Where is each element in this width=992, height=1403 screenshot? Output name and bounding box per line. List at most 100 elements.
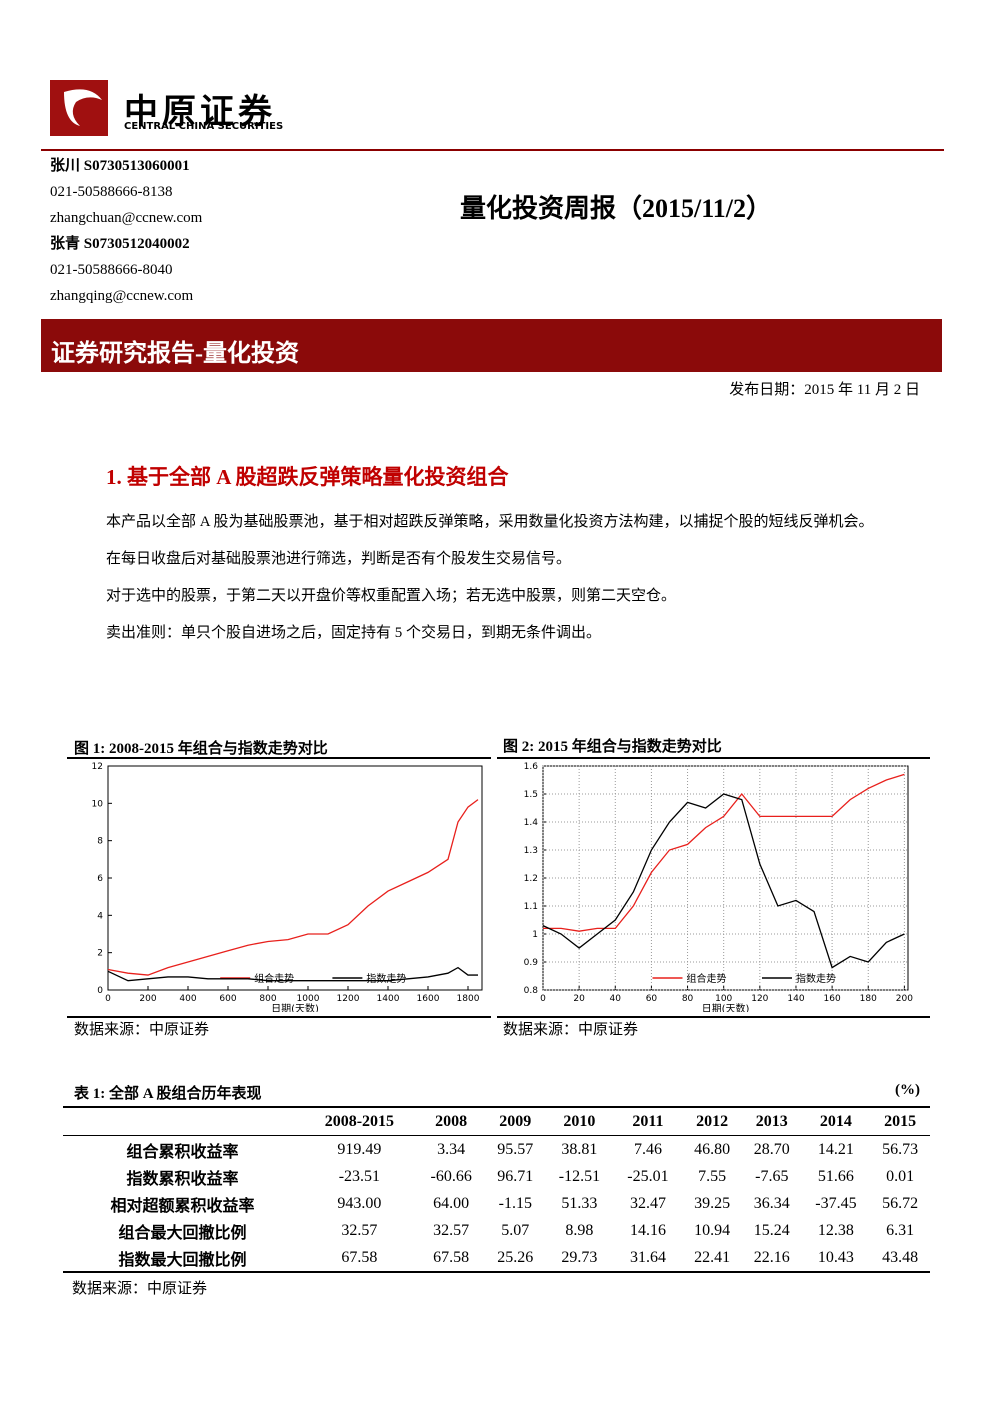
y-tick-label: 12 <box>92 762 103 772</box>
table-cell: 7.46 <box>633 1140 662 1158</box>
table-cell: -25.01 <box>627 1167 669 1185</box>
table-cell: 2008-2015 <box>324 1112 395 1130</box>
table-cell: 7.55 <box>698 1167 727 1185</box>
authors: 张川 S0730513060001 021-50588666-8138 zhan… <box>50 153 202 309</box>
section-heading: 1. 基于全部 A 股超跌反弹策略量化投资组合 <box>106 465 509 489</box>
author-name: 张青 S0730512040002 <box>50 236 190 252</box>
legend-label: 组合走势 <box>687 972 727 985</box>
chart: 0 2 4 6 8 10 12 0 200 400 600 800 1000 1200 1400 1600 18… <box>92 762 483 1012</box>
table-cell: 28.70 <box>753 1140 790 1158</box>
banner-text: 证券研究报告-量化投资 <box>51 341 299 367</box>
table-cell: 10.43 <box>817 1248 854 1266</box>
table-cell: 2015 <box>884 1112 917 1130</box>
table-cell: 64.00 <box>433 1194 470 1212</box>
table-row: 组合最大回撤比例 32.57 32.57 5.07 8.98 14.16 10.94 15.2… <box>63 1217 930 1244</box>
x-tick-label: 1800 <box>457 994 480 1004</box>
body: 本产品以全部 A 股为基础股票池，基于相对超跌反弹策略，采用数量化投资方法构建，… <box>70 506 926 650</box>
table-cell: 95.57 <box>497 1140 534 1158</box>
table-cell: 2010 <box>563 1112 596 1130</box>
x-tick-label: 200 <box>896 994 913 1004</box>
table-cell <box>63 1107 302 1136</box>
table-cell: 56.73 <box>882 1140 919 1158</box>
table-cell: -23.51 <box>338 1167 381 1185</box>
x-tick-label: 140 <box>787 994 804 1004</box>
x-tick-label: 400 <box>179 994 196 1004</box>
table-cell: 943.00 <box>337 1194 382 1212</box>
x-tick-label: 120 <box>751 994 768 1004</box>
table-cell: 指数最大回撤比例 <box>118 1251 247 1269</box>
table-cell: 14.16 <box>629 1221 666 1239</box>
table-row: 相对超额累积收益率 943.00 64.00 -1.15 51.33 32.47 39.25… <box>63 1190 930 1217</box>
table-source: 数据来源：中原证券 <box>72 1281 208 1297</box>
paragraph: 在每日收盘后对基础股票池进行筛选，判断是否有个股发生交易信号。 <box>106 551 572 567</box>
x-tick-label: 600 <box>219 994 236 1004</box>
table-unit: (%) <box>895 1082 920 1098</box>
table-cell: 3.34 <box>437 1140 466 1158</box>
series-line <box>542 793 905 969</box>
x-tick-label: 0 <box>540 994 546 1004</box>
table-header: 2008-2015 2008 2009 2010 2011 2012 2013 2014 201… <box>63 1107 930 1136</box>
y-tick-label: 8 <box>97 837 103 847</box>
table-cell: 15.24 <box>753 1221 790 1239</box>
x-tick-label: 60 <box>646 994 658 1004</box>
table-cell: -60.66 <box>430 1167 472 1185</box>
table-cell: 组合最大回撤比例 <box>118 1224 247 1242</box>
table-cell: 67.58 <box>341 1248 378 1266</box>
logo-cn: 中原证券 <box>124 94 276 131</box>
table-cell: 22.41 <box>694 1248 731 1266</box>
y-tick-label: 1.1 <box>524 902 538 912</box>
legend-label: 指数走势 <box>366 972 406 985</box>
x-tick-label: 800 <box>259 994 276 1004</box>
table-cell: 56.72 <box>882 1194 919 1212</box>
y-tick-label: 1.5 <box>524 790 538 800</box>
x-tick-label: 40 <box>610 994 622 1004</box>
report-title: 量化投资周报（2015/11/2） <box>460 194 773 223</box>
table-cell: 12.38 <box>817 1221 854 1239</box>
table-cell: -1.15 <box>498 1194 532 1212</box>
y-tick-label: 10 <box>92 799 104 809</box>
x-tick-label: 80 <box>682 994 694 1004</box>
y-tick-label: 4 <box>97 911 103 921</box>
y-tick-label: 0.9 <box>524 958 539 968</box>
table-cell: 32.57 <box>341 1221 378 1239</box>
table-row: 组合累积收益率 919.49 3.34 95.57 38.81 7.46 46.80 28.7… <box>63 1136 930 1164</box>
table-cell: 14.21 <box>817 1140 854 1158</box>
table-cell: 32.57 <box>433 1221 470 1239</box>
table-cell: 组合累积收益率 <box>126 1143 239 1161</box>
legend-label: 指数走势 <box>796 972 836 985</box>
table-cell: 29.73 <box>561 1248 598 1266</box>
table-cell: 46.80 <box>694 1140 731 1158</box>
x-tick-label: 1400 <box>377 994 400 1004</box>
y-tick-label: 2 <box>97 949 103 959</box>
logo-mark <box>50 80 108 136</box>
author-email: zhangqing@ccnew.com <box>50 288 194 304</box>
x-tick-label: 180 <box>860 994 877 1004</box>
y-tick-label: 1.2 <box>524 874 538 884</box>
y-tick-label: 1.4 <box>524 818 539 828</box>
x-tick-label: 0 <box>105 994 111 1004</box>
table-cell: 919.49 <box>337 1140 382 1158</box>
x-axis-label: 日期(天数) <box>271 1002 319 1012</box>
table-cell: 2011 <box>632 1112 664 1130</box>
series-line <box>107 966 478 982</box>
paragraph: 对于选中的股票，于第二天以开盘价等权重配置入场；若无选中股票，则第二天空仓。 <box>106 588 677 604</box>
table-cell: 5.07 <box>501 1221 530 1239</box>
table-cell: 2013 <box>755 1112 788 1130</box>
table-cell: -12.51 <box>558 1167 601 1185</box>
table-cell: 32.47 <box>629 1194 666 1212</box>
series-line <box>107 799 479 976</box>
y-tick-label: 6 <box>97 874 103 884</box>
table-cell: 2014 <box>819 1112 852 1130</box>
y-tick-label: 1.3 <box>524 846 538 856</box>
figure-source: 数据来源：中原证券 <box>503 1022 639 1038</box>
table-cell: 2012 <box>696 1112 729 1130</box>
table-cell: 96.71 <box>497 1167 534 1185</box>
plot-area <box>107 765 483 991</box>
series-line <box>543 773 905 932</box>
figure-caption: 图 1: 2008-2015 年组合与指数走势对比 <box>74 741 328 757</box>
x-tick-label: 20 <box>573 994 585 1004</box>
table-cell: 31.64 <box>629 1248 666 1266</box>
table-cell: 2008 <box>435 1112 468 1130</box>
y-tick-label: 1.6 <box>524 762 539 772</box>
table-cell: 67.58 <box>433 1248 470 1266</box>
